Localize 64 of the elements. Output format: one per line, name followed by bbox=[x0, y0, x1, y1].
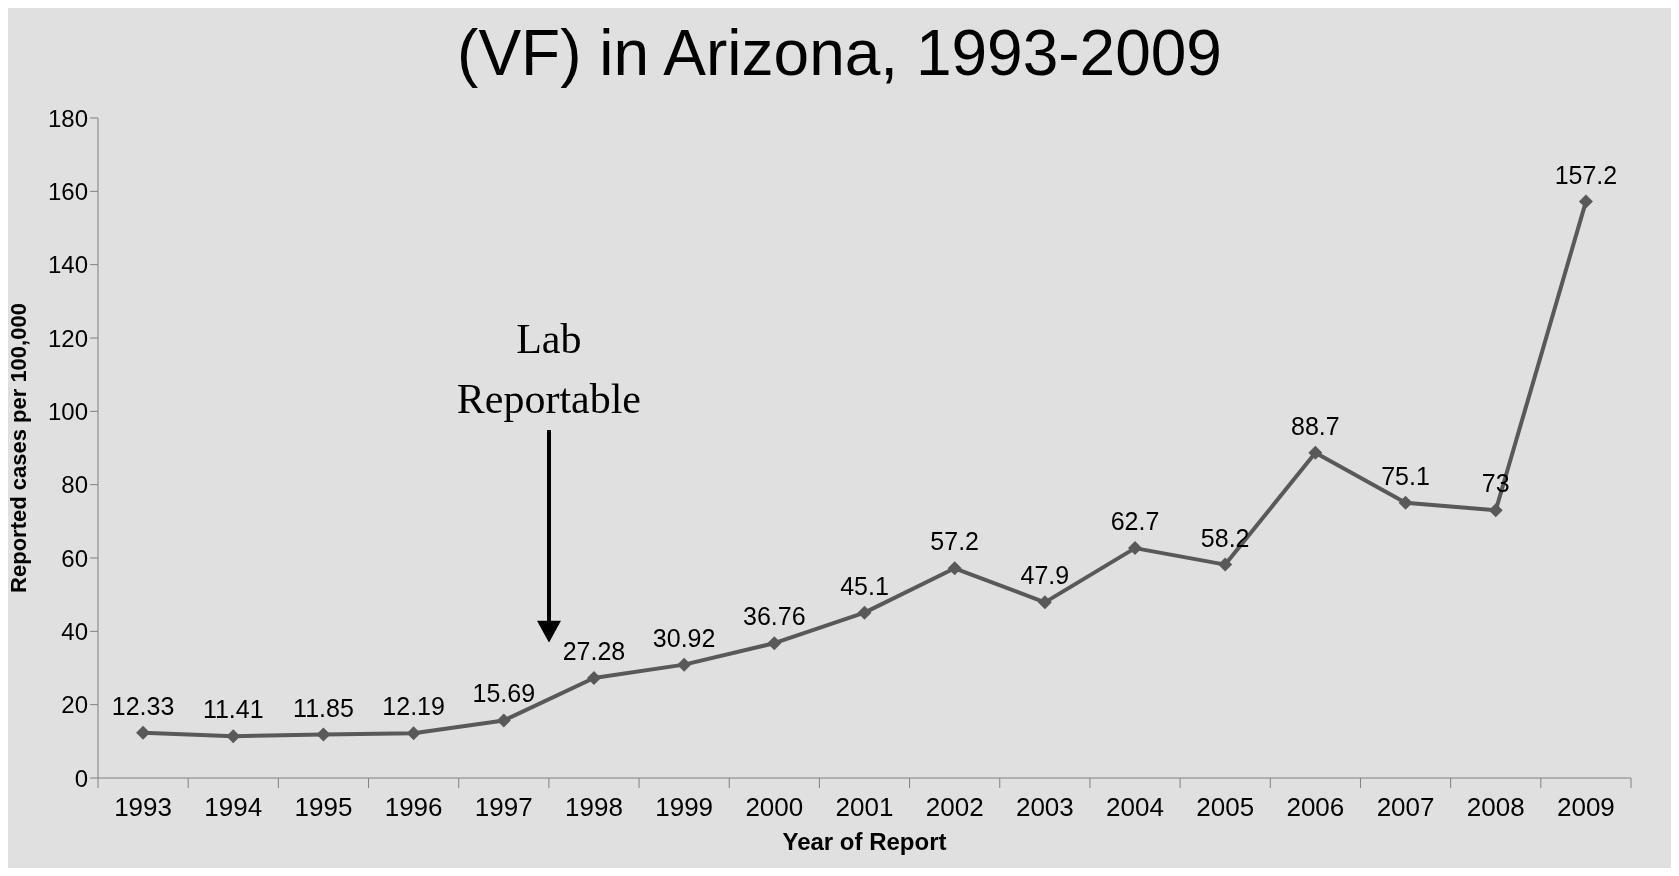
x-tick-label: 2000 bbox=[745, 792, 804, 822]
data-label: 75.1 bbox=[1381, 461, 1430, 490]
y-tick-label: 100 bbox=[47, 397, 88, 425]
x-tick-label: 1997 bbox=[474, 792, 533, 822]
data-label: 47.9 bbox=[1020, 561, 1070, 590]
x-tick-label: 2006 bbox=[1286, 792, 1345, 822]
chart-title: (VF) in Arizona, 1993-2009 bbox=[456, 16, 1223, 91]
annotation: Lab Reportable bbox=[455, 314, 642, 424]
x-tick-label: 2003 bbox=[1015, 792, 1074, 822]
data-label: 27.28 bbox=[562, 636, 626, 665]
point bbox=[767, 636, 782, 651]
point bbox=[1128, 541, 1143, 556]
data-label: 62.7 bbox=[1110, 507, 1160, 536]
point bbox=[1488, 503, 1503, 518]
x-tick-label: 2001 bbox=[835, 792, 894, 822]
point bbox=[1037, 595, 1052, 610]
y-tick-label: 40 bbox=[61, 617, 88, 645]
data-label: 45.1 bbox=[840, 571, 889, 600]
data-label: 157.2 bbox=[1554, 160, 1618, 189]
data-label: 12.19 bbox=[382, 692, 445, 721]
point bbox=[406, 726, 421, 741]
data-label: 12.33 bbox=[111, 691, 175, 720]
data-label: 58.2 bbox=[1200, 523, 1250, 552]
y-tick-label: 20 bbox=[61, 691, 88, 719]
x-tick-label: 2004 bbox=[1106, 792, 1164, 822]
y-tick-label: 140 bbox=[47, 251, 88, 279]
x-tick-label: 1993 bbox=[114, 792, 173, 822]
y-tick-label: 160 bbox=[47, 177, 88, 205]
data-label: 30.92 bbox=[652, 623, 716, 652]
point bbox=[136, 725, 151, 740]
point bbox=[1398, 495, 1413, 510]
point bbox=[677, 657, 692, 672]
x-tick-label: 1994 bbox=[204, 792, 263, 822]
point bbox=[226, 729, 241, 744]
x-tick-label: 1999 bbox=[655, 792, 714, 822]
y-tick-label: 120 bbox=[47, 324, 88, 352]
x-tick-label: 2002 bbox=[925, 792, 984, 822]
point bbox=[586, 670, 601, 685]
point bbox=[316, 727, 331, 742]
data-label: 88.7 bbox=[1291, 411, 1340, 440]
x-tick-label: 1995 bbox=[294, 792, 353, 822]
point bbox=[1578, 194, 1593, 209]
data-label: 11.41 bbox=[202, 695, 264, 724]
point bbox=[1308, 445, 1323, 460]
data-label: 36.76 bbox=[743, 602, 806, 631]
point bbox=[857, 605, 872, 620]
data-label: 11.85 bbox=[293, 693, 354, 722]
y-axis-title: Reported cases per 100,000 bbox=[5, 303, 31, 593]
data-label: 15.69 bbox=[472, 679, 536, 708]
x-tick-label: 2008 bbox=[1466, 792, 1525, 822]
y-tick-label: 80 bbox=[61, 471, 88, 499]
x-axis-title: Year of Report bbox=[782, 828, 947, 855]
y-tick-label: 60 bbox=[61, 544, 88, 572]
x-tick-label: 2009 bbox=[1556, 792, 1615, 822]
y-tick-label: 0 bbox=[74, 764, 88, 792]
x-tick-label: 1996 bbox=[384, 792, 443, 822]
y-tick-label: 180 bbox=[47, 104, 88, 132]
data-label: 57.2 bbox=[930, 527, 980, 556]
x-tick-label: 1998 bbox=[565, 792, 623, 822]
x-tick-label: 2007 bbox=[1376, 792, 1435, 822]
x-tick-label: 2005 bbox=[1196, 792, 1255, 822]
point bbox=[496, 713, 511, 728]
point bbox=[947, 561, 962, 576]
point bbox=[1218, 557, 1233, 572]
